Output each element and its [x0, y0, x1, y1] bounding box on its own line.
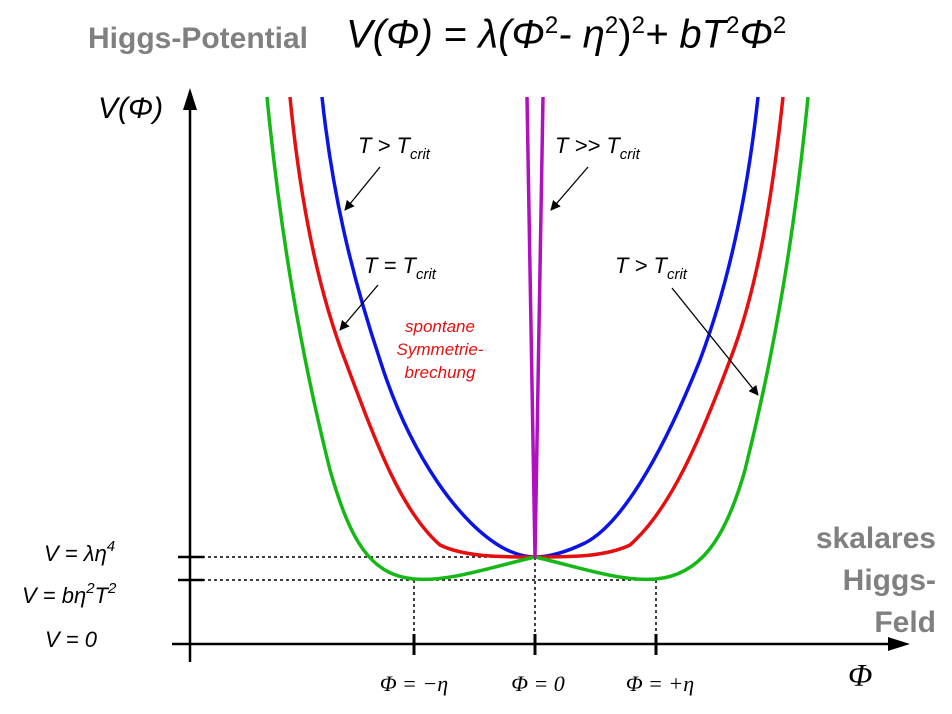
level-label-lambda-eta4: V = λη4	[44, 538, 115, 566]
tick-label-minus-eta: Φ = −η	[380, 671, 448, 696]
arrow-red	[339, 284, 379, 331]
diagram-title: Higgs-Potential	[88, 22, 309, 55]
arrow-purple	[550, 166, 589, 211]
y-axis-label: V(Φ)	[98, 92, 163, 125]
level-label-zero: V = 0	[45, 627, 98, 652]
side-label-line-2: Higgs-	[842, 564, 936, 597]
label-green-curve: T > Tcrit	[615, 253, 688, 283]
annotation-line-3: brechung	[405, 363, 476, 382]
scalar-higgs-field-label: skalares Higgs- Feld	[786, 518, 936, 644]
level-label-b-eta2-t2: V = bη2T2	[22, 580, 117, 608]
annotation-line-1: spontane	[405, 317, 475, 336]
x-axis-arrowhead	[888, 637, 910, 651]
potential-formula: V(Φ) = λ(Φ2- η2)2+ bT2Φ2	[346, 12, 787, 57]
arrow-blue	[344, 166, 381, 211]
label-blue-curve: T > Tcrit	[358, 133, 431, 163]
y-axis-arrowhead	[183, 88, 197, 110]
tick-label-zero: Φ = 0	[511, 671, 565, 696]
tick-label-plus-eta: Φ = +η	[626, 671, 694, 696]
label-purple-curve: T >> Tcrit	[555, 133, 641, 163]
arrow-green	[671, 287, 759, 396]
x-axis-label: Φ	[848, 657, 872, 693]
side-label-line-3: Feld	[874, 606, 936, 639]
side-label-line-1: skalares	[815, 522, 936, 555]
label-red-curve: T = Tcrit	[364, 253, 437, 283]
curve-t-much-greater-tcrit-purple	[525, 96, 545, 559]
annotation-line-2: Symmetrie-	[397, 340, 484, 359]
